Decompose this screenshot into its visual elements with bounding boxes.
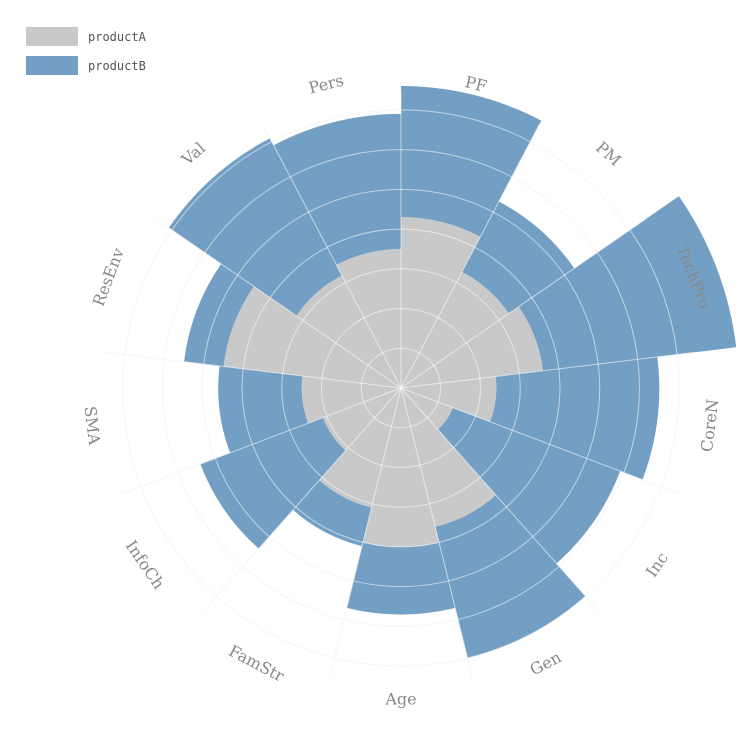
legend-swatch-productb bbox=[26, 56, 78, 75]
bar-productb-inc[interactable] bbox=[437, 407, 621, 564]
grid-spoke-overlay-9 bbox=[203, 387, 402, 612]
grid-spoke-overlay-5 bbox=[400, 387, 680, 495]
category-label-gen: Gen bbox=[527, 647, 565, 679]
category-label-pf: PF bbox=[463, 72, 489, 96]
legend-item-producta[interactable]: productA bbox=[26, 27, 146, 46]
legend-item-productb[interactable]: productB bbox=[26, 56, 146, 75]
grid-spoke-overlay-4 bbox=[400, 351, 697, 389]
grid-spoke-overlay-6 bbox=[400, 387, 599, 612]
bar-productb-famstr[interactable] bbox=[292, 480, 372, 547]
bar-producta-inc[interactable] bbox=[401, 388, 454, 430]
bar-productb-techpro[interactable] bbox=[518, 196, 737, 371]
bar-producta-infoch[interactable] bbox=[322, 388, 401, 451]
category-label-age: Age bbox=[384, 690, 416, 709]
grid-spoke-overlay-11 bbox=[105, 351, 402, 389]
bar-productb-coren[interactable] bbox=[490, 356, 660, 480]
legend-label-productb: productB bbox=[88, 58, 146, 73]
category-label-val: Val bbox=[177, 138, 209, 169]
bar-productb-sma[interactable] bbox=[218, 365, 309, 453]
category-label-famstr: FamStr bbox=[226, 641, 288, 686]
category-label-pers: Pers bbox=[307, 71, 346, 98]
bar-producta-gen[interactable] bbox=[401, 388, 496, 527]
bar-productb-pm[interactable] bbox=[461, 201, 575, 314]
bar-producta-pf[interactable] bbox=[401, 217, 481, 388]
legend-label-producta: productA bbox=[88, 29, 146, 44]
category-label-coren: CoreN bbox=[697, 398, 722, 453]
bars bbox=[168, 86, 737, 659]
grid-overlay bbox=[105, 90, 697, 678]
category-label-pm: PM bbox=[592, 138, 625, 170]
bar-producta-sma[interactable] bbox=[301, 376, 401, 424]
grid-spoke-overlay-10 bbox=[122, 387, 402, 495]
category-label-resenv: ResEnv bbox=[89, 245, 128, 309]
category-label-infoch: InfoCh bbox=[122, 537, 169, 593]
bar-productb-resenv[interactable] bbox=[184, 263, 254, 367]
bar-producta-val[interactable] bbox=[296, 275, 401, 388]
bar-producta-famstr[interactable] bbox=[319, 388, 401, 508]
bar-producta-resenv[interactable] bbox=[223, 286, 401, 388]
grid-spoke-overlay-13 bbox=[262, 123, 402, 389]
grid-spoke-overlay-7 bbox=[400, 387, 473, 678]
legend-swatch-producta bbox=[26, 27, 78, 46]
grid-spoke-overlay-2 bbox=[400, 123, 540, 389]
bar-productb-pf[interactable] bbox=[401, 86, 542, 237]
bar-producta-techpro[interactable] bbox=[401, 306, 543, 388]
bar-productb-val[interactable] bbox=[168, 138, 342, 316]
bar-producta-coren[interactable] bbox=[401, 376, 497, 422]
category-label-sma: SMA bbox=[80, 405, 104, 446]
grid-spoke-overlay-8 bbox=[329, 387, 402, 678]
bar-producta-pers[interactable] bbox=[336, 248, 401, 388]
grid-spoke-overlay-12 bbox=[155, 218, 402, 389]
bar-productb-age[interactable] bbox=[346, 542, 456, 615]
grid-spoke-overlay-3 bbox=[400, 218, 647, 389]
category-label-inc: Inc bbox=[642, 549, 672, 581]
bar-productb-gen[interactable] bbox=[435, 495, 586, 659]
